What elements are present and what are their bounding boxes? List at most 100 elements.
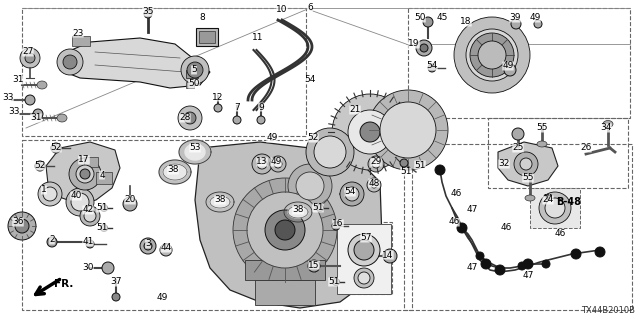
Text: 47: 47 <box>522 271 534 281</box>
Text: 49: 49 <box>266 133 278 142</box>
Circle shape <box>478 41 506 69</box>
Circle shape <box>247 192 323 268</box>
Polygon shape <box>195 142 382 308</box>
Text: 51: 51 <box>414 161 426 170</box>
Bar <box>96 172 112 184</box>
Bar <box>337 224 391 294</box>
Text: 51: 51 <box>96 204 108 212</box>
Bar <box>199 31 215 43</box>
Text: B-48: B-48 <box>556 197 581 207</box>
Text: 50: 50 <box>188 79 200 89</box>
Text: 8: 8 <box>199 13 205 22</box>
Polygon shape <box>498 142 558 186</box>
Circle shape <box>33 109 43 119</box>
Ellipse shape <box>525 195 535 201</box>
Bar <box>488 118 628 188</box>
Text: 52: 52 <box>35 162 45 171</box>
Circle shape <box>252 154 272 174</box>
Text: 37: 37 <box>110 277 122 286</box>
Circle shape <box>420 44 428 52</box>
Circle shape <box>181 56 209 84</box>
Text: 15: 15 <box>308 260 320 269</box>
Text: 33: 33 <box>3 93 13 102</box>
Text: 16: 16 <box>332 220 344 228</box>
Text: 1: 1 <box>41 186 47 195</box>
Circle shape <box>102 262 114 274</box>
Circle shape <box>308 260 320 272</box>
Text: 52: 52 <box>307 133 319 142</box>
Bar <box>84 157 98 167</box>
Text: 54: 54 <box>304 76 316 84</box>
Circle shape <box>400 159 408 167</box>
Circle shape <box>358 272 370 284</box>
Text: 49: 49 <box>270 157 282 166</box>
Circle shape <box>306 128 354 176</box>
Circle shape <box>354 268 374 288</box>
Circle shape <box>416 40 432 56</box>
Text: 49: 49 <box>529 13 541 22</box>
Text: 10: 10 <box>276 5 288 14</box>
Circle shape <box>80 206 100 226</box>
Bar <box>245 260 325 280</box>
Text: 42: 42 <box>83 205 93 214</box>
Circle shape <box>360 122 380 142</box>
Circle shape <box>80 169 90 179</box>
Bar <box>408 8 630 118</box>
Text: 50: 50 <box>414 13 426 22</box>
Circle shape <box>534 20 542 28</box>
Circle shape <box>15 219 29 233</box>
Bar <box>72 36 90 46</box>
Text: 25: 25 <box>512 143 524 153</box>
Bar <box>22 140 412 310</box>
Circle shape <box>428 64 436 72</box>
Bar <box>336 222 392 294</box>
Circle shape <box>184 112 196 124</box>
Text: 54: 54 <box>344 188 356 196</box>
Circle shape <box>435 165 445 175</box>
Circle shape <box>178 106 202 130</box>
Polygon shape <box>179 140 211 164</box>
Circle shape <box>348 110 392 154</box>
Text: 51: 51 <box>400 167 412 177</box>
Ellipse shape <box>37 81 47 89</box>
Ellipse shape <box>57 114 67 122</box>
Circle shape <box>76 165 94 183</box>
Text: 46: 46 <box>448 218 460 227</box>
Circle shape <box>187 62 203 78</box>
Circle shape <box>476 252 484 260</box>
Text: 38: 38 <box>214 196 226 204</box>
Text: 35: 35 <box>142 7 154 17</box>
Circle shape <box>333 278 339 285</box>
Circle shape <box>288 164 332 208</box>
Text: 51: 51 <box>328 277 340 286</box>
Text: 27: 27 <box>22 47 34 57</box>
Text: 44: 44 <box>161 244 172 252</box>
Text: 36: 36 <box>12 218 24 227</box>
Circle shape <box>57 49 83 75</box>
Text: 4: 4 <box>99 171 105 180</box>
Circle shape <box>123 197 137 211</box>
Text: 45: 45 <box>436 13 448 22</box>
Text: 38: 38 <box>167 165 179 174</box>
Text: 55: 55 <box>536 124 548 132</box>
Circle shape <box>100 204 108 212</box>
Circle shape <box>457 223 467 233</box>
Text: 53: 53 <box>189 143 201 153</box>
Circle shape <box>100 225 108 231</box>
Circle shape <box>518 262 526 270</box>
Text: 18: 18 <box>460 18 472 27</box>
Text: 21: 21 <box>349 106 361 115</box>
Circle shape <box>144 242 152 250</box>
Text: 40: 40 <box>70 191 82 201</box>
Circle shape <box>25 53 35 63</box>
Text: 54: 54 <box>426 61 438 70</box>
Text: 57: 57 <box>360 234 372 243</box>
Circle shape <box>66 188 94 216</box>
Polygon shape <box>163 164 187 180</box>
Circle shape <box>367 178 381 192</box>
Text: 2: 2 <box>49 236 55 244</box>
Text: 13: 13 <box>256 157 268 166</box>
Circle shape <box>43 187 57 201</box>
Text: 28: 28 <box>179 114 191 123</box>
Circle shape <box>86 240 94 248</box>
